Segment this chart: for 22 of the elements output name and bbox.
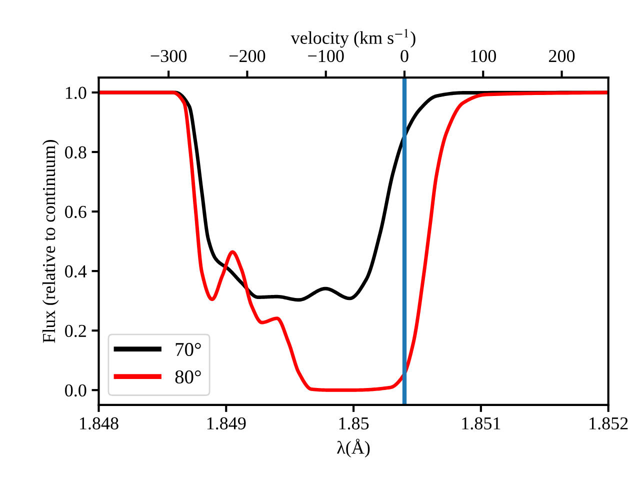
x2-tick-label: −200 (229, 50, 266, 62)
legend-label: 70° (176, 342, 201, 356)
y-tick-label: 0.6 (65, 206, 86, 218)
x-tick-label: 1.848 (80, 417, 118, 430)
x2-tick-label: −100 (308, 50, 344, 62)
x-axis-title: λ(Å) (337, 438, 370, 458)
x2-tick-label: −300 (150, 50, 187, 62)
y-axis-title: Flux (relative to continuum) (42, 140, 59, 343)
x-tick-label: 1.85 (339, 417, 369, 430)
y-tick-label: 0.2 (65, 324, 86, 338)
x2-tick-label: 0 (400, 50, 408, 62)
x-tick-label: 1.851 (462, 417, 500, 430)
y-tick-label: 1.0 (66, 86, 86, 99)
x-tick-label: 1.849 (207, 417, 246, 430)
y-tick-label: 0.0 (65, 384, 86, 397)
x2-tick-label: 200 (549, 50, 575, 62)
y-tick-label: 0.8 (65, 146, 86, 159)
x2-axis-title: velocity (km s$^{−1}$) (290, 28, 416, 48)
legend-label: 80° (175, 370, 201, 384)
x2-tick-label: 100 (471, 50, 496, 62)
x-tick-label: 1.852 (590, 417, 628, 430)
y-tick-label: 0.4 (65, 265, 87, 278)
